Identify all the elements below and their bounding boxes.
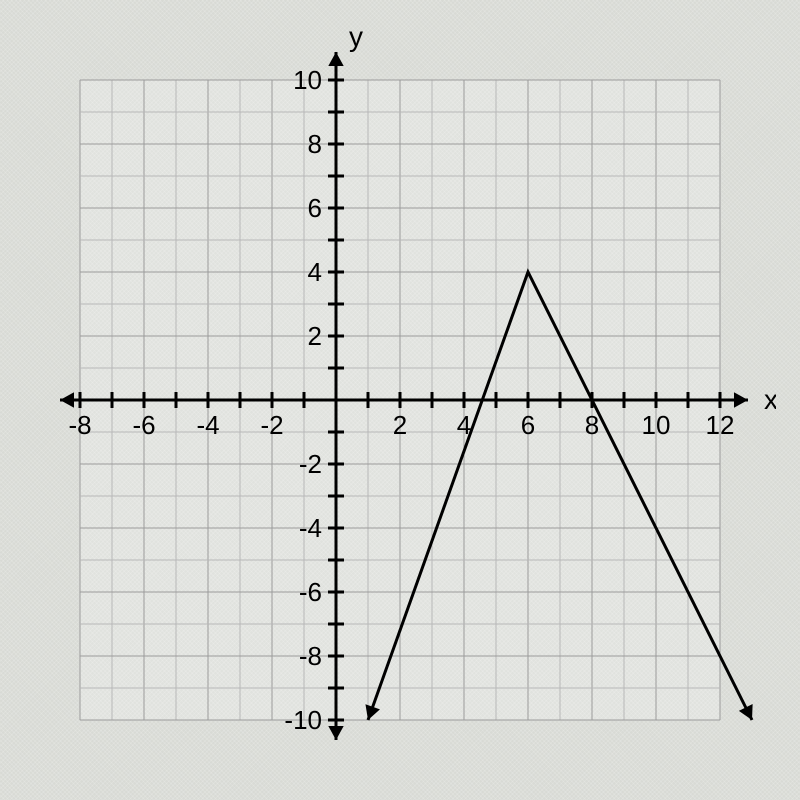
x-axis-label: x — [764, 384, 776, 415]
x-tick-label: 2 — [393, 410, 407, 440]
y-tick-label: -2 — [299, 449, 322, 479]
y-axis-label: y — [349, 24, 363, 52]
graph-svg: -8-6-4-224681012-10-8-6-4-2246810yx — [24, 24, 776, 776]
y-tick-label: 10 — [293, 65, 322, 95]
x-axis-arrow-right — [734, 392, 748, 407]
y-axis-arrow-down — [328, 726, 343, 740]
y-tick-label: -8 — [299, 641, 322, 671]
x-tick-label: -8 — [68, 410, 91, 440]
x-tick-label: 6 — [521, 410, 535, 440]
y-tick-label: -4 — [299, 513, 322, 543]
y-axis-arrow-up — [328, 52, 343, 66]
x-tick-label: 8 — [585, 410, 599, 440]
x-tick-label: -4 — [196, 410, 219, 440]
y-tick-label: 2 — [308, 321, 322, 351]
x-tick-label: 10 — [642, 410, 671, 440]
y-tick-label: 4 — [308, 257, 322, 287]
coordinate-graph: -8-6-4-224681012-10-8-6-4-2246810yx — [24, 24, 776, 776]
x-axis-arrow-left — [60, 392, 74, 407]
x-tick-label: -2 — [260, 410, 283, 440]
y-tick-label: -6 — [299, 577, 322, 607]
y-tick-label: 8 — [308, 129, 322, 159]
x-tick-label: 12 — [706, 410, 735, 440]
y-tick-label: -10 — [284, 705, 322, 735]
y-tick-label: 6 — [308, 193, 322, 223]
x-tick-label: -6 — [132, 410, 155, 440]
